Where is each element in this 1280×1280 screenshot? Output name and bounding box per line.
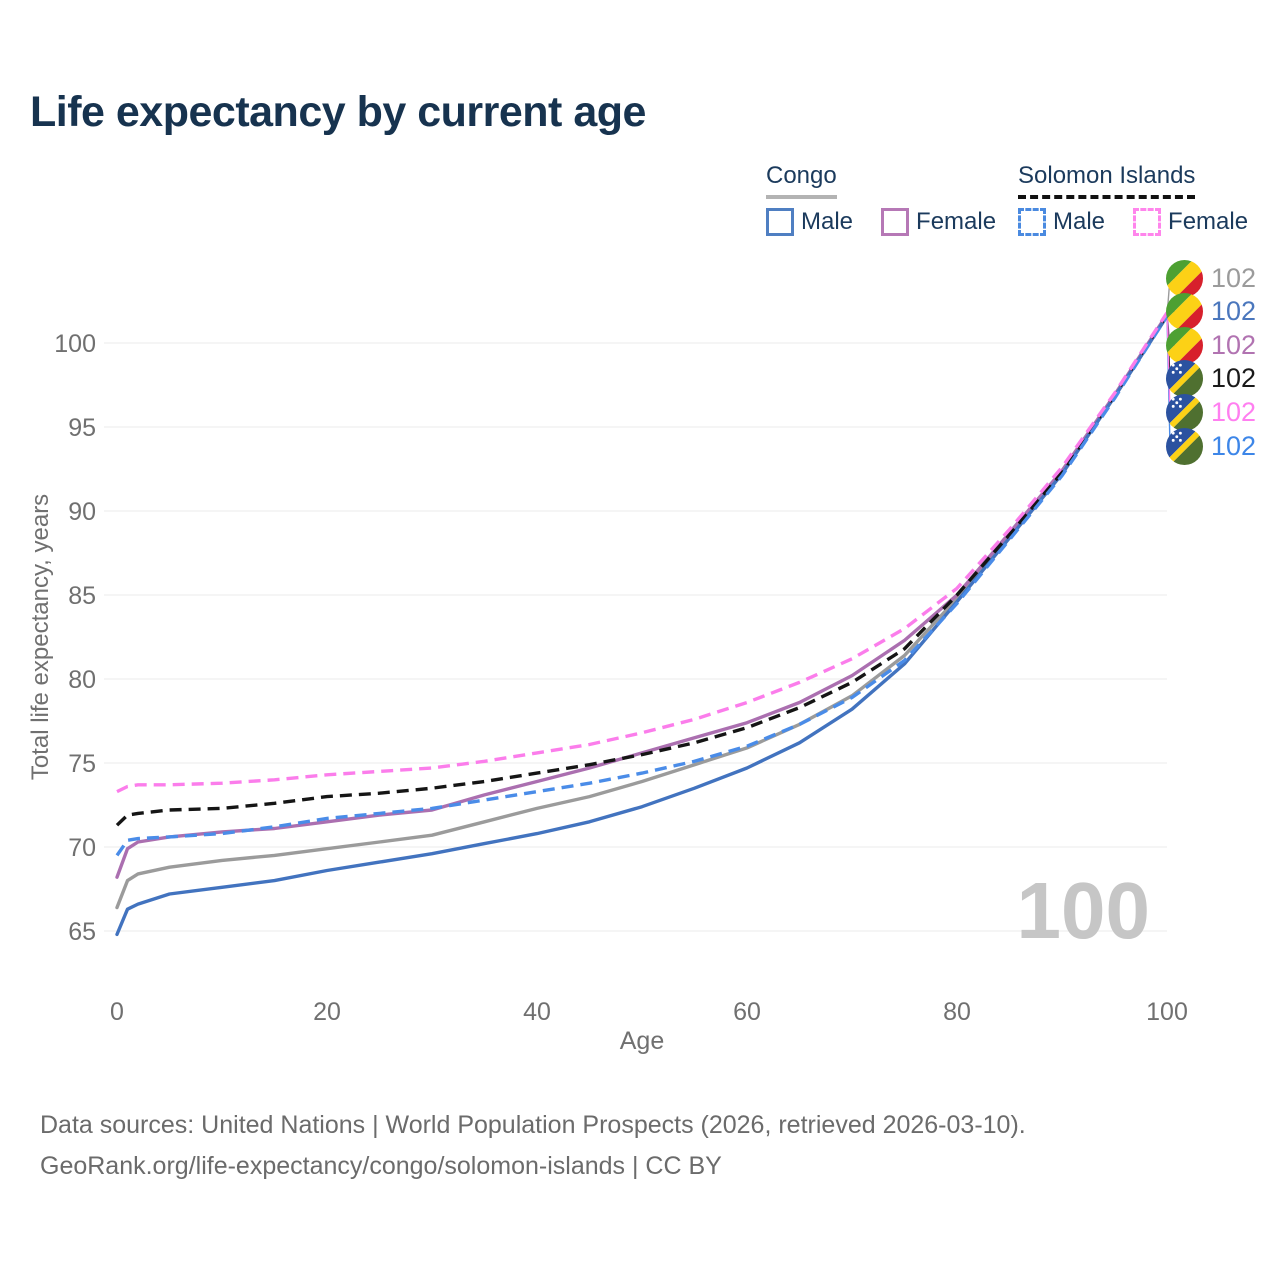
y-tick-label: 100 bbox=[54, 330, 96, 358]
end-label-row-si_both: 102 bbox=[1166, 360, 1257, 398]
legend-item-congo-male[interactable]: Male bbox=[766, 208, 853, 236]
series-line-congo_male[interactable] bbox=[115, 314, 1169, 937]
end-label-value: 102 bbox=[1211, 296, 1257, 327]
flag-icon-congo bbox=[1166, 259, 1203, 297]
page-title: Life expectancy by current age bbox=[30, 88, 646, 136]
x-tick-label: 20 bbox=[313, 998, 341, 1026]
y-tick-label: 70 bbox=[68, 834, 96, 862]
end-label-row-congo_female: 102 bbox=[1166, 326, 1257, 364]
end-label-value: 102 bbox=[1211, 430, 1257, 461]
congo-female-swatch-icon bbox=[881, 208, 910, 236]
congo-male-swatch-icon bbox=[766, 208, 794, 236]
legend-item-label: Male bbox=[1053, 208, 1106, 235]
x-tick-label: 40 bbox=[523, 998, 551, 1026]
age-watermark: 100 bbox=[1017, 866, 1150, 955]
series-line-si_female[interactable] bbox=[116, 311, 1169, 794]
end-label-value: 102 bbox=[1211, 363, 1257, 394]
legend-group-congo: Congo Male Female bbox=[766, 162, 996, 236]
end-label-row-si_male: 102 bbox=[1166, 427, 1257, 465]
data-sources-text: Data sources: United Nations | World Pop… bbox=[40, 1111, 1026, 1139]
flag-icon-congo bbox=[1166, 326, 1203, 364]
footer: Data sources: United Nations | World Pop… bbox=[40, 1105, 1026, 1187]
legend-title-congo[interactable]: Congo bbox=[766, 162, 837, 199]
x-tick-label: 0 bbox=[110, 998, 124, 1026]
x-tick-label: 80 bbox=[943, 998, 971, 1026]
series-line-si_male[interactable] bbox=[115, 315, 1169, 857]
end-label-value: 102 bbox=[1211, 262, 1257, 293]
si-male-swatch-icon bbox=[1018, 208, 1046, 236]
x-tick-label: 100 bbox=[1146, 998, 1188, 1026]
legend-group-solomon-islands: Solomon Islands Male Female bbox=[1018, 162, 1248, 236]
legend-title-solomon-islands[interactable]: Solomon Islands bbox=[1018, 162, 1196, 199]
y-axis-title: Total life expectancy, years bbox=[27, 494, 54, 780]
series-line-si_both[interactable] bbox=[115, 313, 1169, 827]
legend-item-label: Female bbox=[916, 208, 997, 235]
y-tick-label: 80 bbox=[68, 666, 96, 694]
series-line-congo_female[interactable] bbox=[115, 312, 1169, 879]
x-tick-label: 60 bbox=[733, 998, 761, 1026]
attribution-link[interactable]: GeoRank.org/life-expectancy/congo/solomo… bbox=[40, 1152, 722, 1180]
flag-icon-congo bbox=[1166, 293, 1203, 331]
flag-icon-solomon_islands bbox=[1166, 393, 1203, 431]
legend-item-congo-female[interactable]: Female bbox=[881, 208, 996, 236]
flag-icon-solomon_islands bbox=[1166, 427, 1203, 465]
legend-item-label: Female bbox=[1168, 208, 1249, 235]
end-label-value: 102 bbox=[1211, 396, 1257, 427]
si-female-swatch-icon bbox=[1133, 208, 1162, 236]
end-label-value: 102 bbox=[1211, 329, 1257, 360]
legend-item-label: Male bbox=[801, 208, 854, 235]
x-axis-title: Age bbox=[620, 1027, 664, 1055]
y-tick-label: 85 bbox=[68, 582, 96, 610]
y-tick-label: 90 bbox=[68, 498, 96, 526]
y-tick-label: 95 bbox=[68, 414, 96, 442]
legend-item-si-male[interactable]: Male bbox=[1018, 208, 1105, 236]
legend-item-si-female[interactable]: Female bbox=[1133, 208, 1248, 236]
flag-icon-solomon_islands bbox=[1166, 360, 1203, 398]
y-tick-label: 75 bbox=[68, 750, 96, 778]
end-label-row-si_female: 102 bbox=[1166, 393, 1257, 431]
y-tick-label: 65 bbox=[68, 918, 96, 946]
series-line-congo_both[interactable] bbox=[115, 314, 1169, 910]
end-label-row-congo_male: 102 bbox=[1166, 293, 1257, 331]
end-label-row-congo_both: 102 bbox=[1166, 259, 1257, 297]
